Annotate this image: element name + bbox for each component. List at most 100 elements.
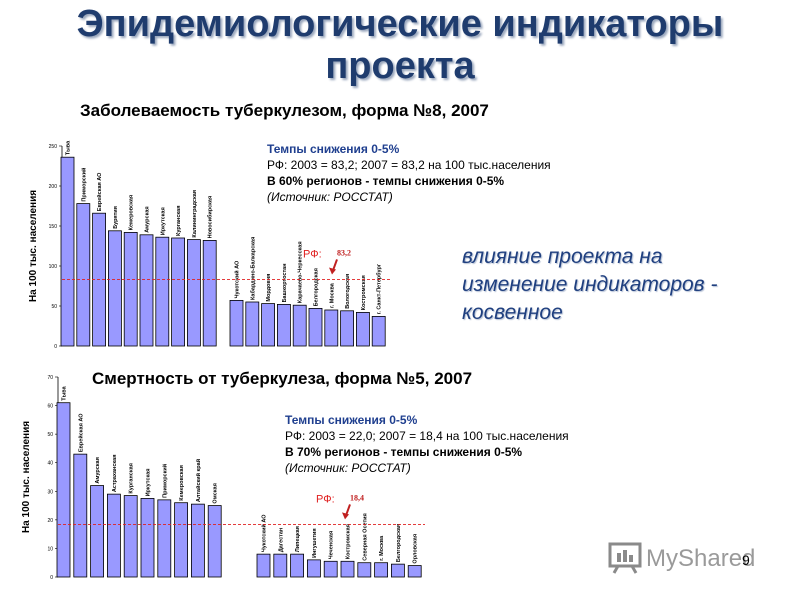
bar [90,485,104,578]
bar [340,560,355,578]
category-label: Костромская [346,524,352,559]
y-tick-label: 100 [49,264,58,270]
category-label: Тыва [62,385,68,400]
bar [229,299,244,347]
reference-arrow-head [329,267,336,275]
bar [202,240,217,347]
category-label: Ингушетия [312,528,318,557]
bar [107,493,121,578]
category-label: Кабардино-Балкарская [249,237,256,300]
y-tick-label: 250 [49,144,58,150]
bar [256,553,271,578]
chart1-info-line4: (Источник: РОССТАТ) [267,190,393,204]
bar [108,230,122,347]
y-tick-label: 200 [49,184,58,190]
category-label: Приморский [80,168,87,202]
y-tick-label: 50 [47,432,53,438]
category-label: Чеченская [329,531,335,559]
slide-title-line1: Эпидемиологические индикаторы [76,3,724,45]
bar [324,309,339,347]
chart1-info-line3: В 60% регионов - темпы снижения 0-5% [267,174,505,188]
reference-label: РФ: [303,248,322,260]
chart2-title: Смертность от туберкулеза, форма №5, 200… [92,369,473,388]
category-label: Амурская [145,206,151,232]
y-tick-label: 40 [47,461,53,467]
category-label: Орловская [413,534,419,564]
chart2-info-line3: В 70% регионов - темпы снижения 0-5% [285,445,523,459]
chart2-info-line4: (Источник: РОССТАТ) [285,461,411,475]
bar [139,234,154,347]
category-label: Еврейская АО [77,413,84,452]
bar [190,503,205,578]
category-label: Алтайский край [195,459,202,502]
category-label: г. Санкт-Петербург [376,263,383,314]
y-axis-label: На 100 тыс. населения [28,190,39,302]
chart1-title: Заболеваемость туберкулезом, форма №8, 2… [80,101,489,120]
page-number: 9 [742,552,750,568]
bar [374,562,389,578]
bar [56,402,71,578]
y-tick-label: 20 [47,518,53,524]
bar [123,495,138,578]
reference-value-label: 83,2 [337,248,351,257]
y-tick-label: 150 [49,224,58,230]
category-label: Чукотский АО [261,514,268,552]
category-label: Бурятия [113,206,119,229]
category-label: Калининградская [192,190,198,238]
y-tick-label: 50 [51,304,57,310]
bar [140,498,155,578]
category-label: Карачаево-Черкесская [298,241,304,303]
side-note: влияние проекта на изменение индикаторов… [462,243,717,327]
y-axis-label: На 100 тыс. населения [21,421,32,533]
category-label: Амурская [95,457,101,483]
reference-arrow [332,259,338,271]
bar [340,310,355,347]
bar [171,237,186,347]
incidence-chart: 0 50 100 150 200 250 На 100 тыс. населения Тыва… [28,140,390,350]
category-label: Иркутская [160,207,166,235]
chart1-info-line2: РФ: 2003 = 83,2; 2007 = 83,2 на 100 тыс.… [267,158,551,172]
category-label: Мордовия [266,274,272,302]
bar [355,311,370,347]
bar [245,301,260,347]
bar [273,553,288,578]
chart1-info: Темпы снижения 0-5% РФ: 2003 = 83,2; 200… [267,141,551,205]
bar [357,562,372,578]
y-tick-label: 60 [47,404,53,410]
bar [308,307,323,347]
category-label: Кемеровская [179,465,185,501]
bar [174,502,189,578]
bar [371,315,386,347]
reference-arrow-head [342,512,349,520]
chart2-info-line1: Темпы снижения 0-5% [285,413,418,427]
category-label: Кемеровская [129,195,135,231]
category-label: Башкортостан [282,263,288,302]
bar [290,553,305,578]
bar [261,303,276,347]
category-label: Курганская [129,463,135,493]
chart2-info-line2: РФ: 2003 = 22,0; 2007 = 18,4 на 100 тыс.… [285,429,569,443]
category-label: Иркутская [146,469,152,497]
bar [60,156,75,347]
category-label: Белгородская [396,524,402,562]
bar [292,304,307,347]
bar [155,236,170,347]
category-label: г. Москва [379,535,385,561]
reference-arrow [345,504,351,516]
bar [390,563,405,578]
bar [73,453,88,578]
bar [76,203,91,347]
bar [276,303,291,347]
category-label: Омская [213,483,219,503]
bar [186,239,201,347]
y-tick-label: 30 [47,489,53,495]
category-label: Приморский [161,464,168,498]
y-tick-label: 0 [54,344,57,350]
bar [207,505,222,578]
bar [407,565,422,578]
category-label: Новосибирская [207,196,214,239]
category-label: Вологодская [345,274,351,309]
bar [157,499,172,578]
bar [123,232,138,347]
reference-label: РФ: [316,493,335,505]
